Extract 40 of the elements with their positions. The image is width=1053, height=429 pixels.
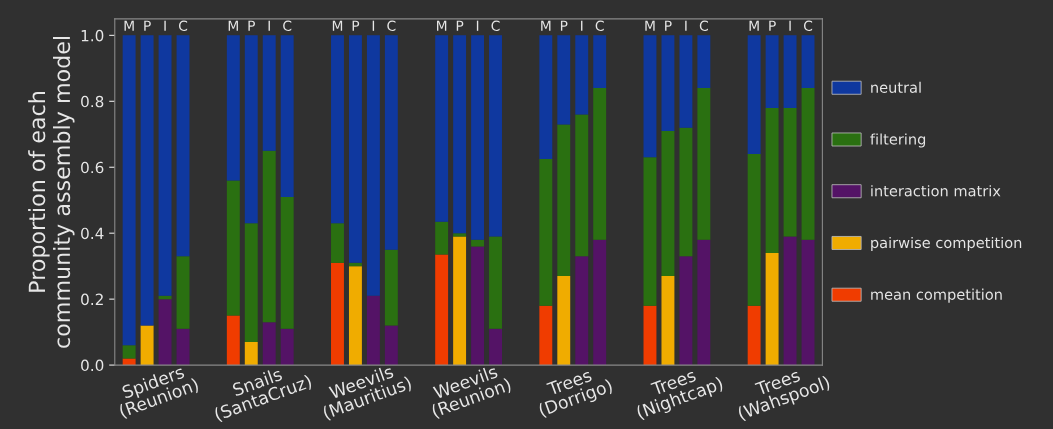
x-tick-label: C bbox=[803, 20, 813, 32]
legend-label: mean competition bbox=[871, 288, 1002, 303]
x-tick-label: C bbox=[699, 20, 708, 32]
x-tick-label: M bbox=[228, 20, 238, 31]
y-axis-title: Proportion of each community assembly model bbox=[28, 36, 75, 348]
x-tick-label: P bbox=[144, 20, 151, 31]
y-tick-label: 0.6 bbox=[81, 161, 104, 174]
y-tick-label: 0.4 bbox=[81, 227, 104, 240]
x-tick-label: C bbox=[178, 20, 188, 32]
x-tick-label: P bbox=[665, 20, 672, 31]
x-tick-label: I bbox=[372, 20, 375, 31]
x-tick-label: M bbox=[645, 20, 655, 31]
x-tick-label: M bbox=[749, 20, 759, 31]
y-tick-label: 0.0 bbox=[81, 359, 104, 372]
x-tick-label: I bbox=[268, 20, 270, 31]
x-tick-label: I bbox=[476, 20, 479, 31]
legend-label: interaction matrix bbox=[871, 185, 1001, 197]
y-tick-label: 0.2 bbox=[81, 293, 103, 306]
legend-label: pairwise competition bbox=[871, 236, 1022, 251]
x-tick-label: P bbox=[560, 20, 568, 31]
x-tick-label: P bbox=[456, 20, 464, 31]
x-tick-label: P bbox=[352, 20, 360, 31]
legend-label: neutral bbox=[871, 81, 921, 93]
x-tick-label: I bbox=[789, 20, 791, 31]
legend-label: filtering bbox=[870, 133, 926, 148]
x-tick-label: I bbox=[685, 20, 687, 31]
x-tick-label: C bbox=[387, 20, 396, 32]
x-tick-label: C bbox=[491, 20, 500, 32]
x-tick-label: M bbox=[332, 20, 343, 31]
x-tick-label: M bbox=[437, 20, 447, 31]
x-tick-label: C bbox=[595, 20, 604, 32]
x-tick-label: I bbox=[581, 20, 583, 31]
y-tick-label: 1.0 bbox=[81, 29, 104, 42]
x-tick-label: M bbox=[124, 20, 134, 31]
x-tick-label: P bbox=[769, 20, 776, 31]
x-tick-label: I bbox=[164, 20, 166, 31]
x-tick-label: C bbox=[283, 20, 292, 32]
x-tick-label: P bbox=[248, 20, 255, 31]
y-tick-label: 0.8 bbox=[81, 95, 104, 108]
x-tick-label: M bbox=[541, 20, 551, 31]
